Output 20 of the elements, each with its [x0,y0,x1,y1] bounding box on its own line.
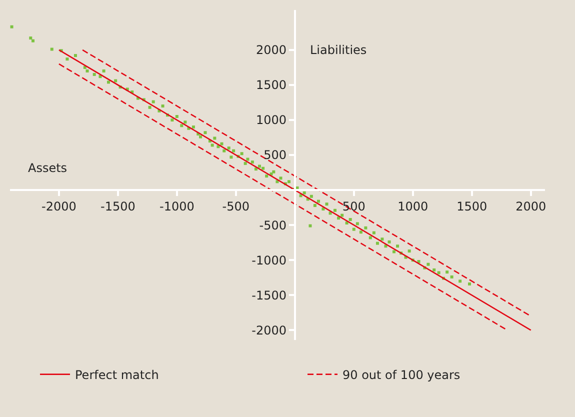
x-tick-label: -1500 [100,199,136,214]
y-tick-label: -500 [259,218,286,232]
legend-label: Perfect match [75,368,159,382]
x-tick-label: -1000 [159,199,194,214]
legend-label: 90 out of 100 years [342,368,460,382]
y-tick-label: 1000 [256,113,286,128]
x-tick-label: -2000 [42,199,76,214]
x-tick-label: 1000 [398,199,428,214]
x-tick-label: -500 [222,199,250,214]
y-axis-title: Liabilities [310,43,367,57]
y-tick-label: 1500 [256,78,286,92]
x-tick-label: 1500 [456,199,488,214]
x-tick-label: 2000 [516,199,546,214]
y-tick-label: -2000 [252,323,286,338]
x-axis-title: Assets [28,161,68,175]
x-tick-label: 500 [342,199,366,214]
y-tick-label: -1000 [252,253,286,268]
y-tick-label: -1500 [252,288,286,302]
y-tick-label: 500 [264,148,286,162]
y-tick-label: 2000 [256,43,286,58]
